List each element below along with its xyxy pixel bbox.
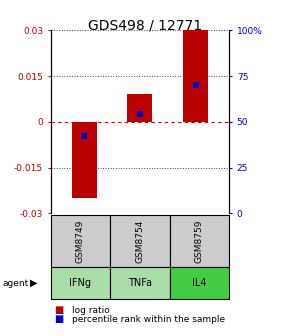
Bar <box>127 94 153 122</box>
Text: ■: ■ <box>54 314 63 324</box>
Bar <box>72 122 97 198</box>
Text: agent: agent <box>3 279 29 288</box>
Bar <box>183 30 208 122</box>
Text: percentile rank within the sample: percentile rank within the sample <box>72 315 226 324</box>
Text: IFNg: IFNg <box>70 278 91 288</box>
Text: GSM8754: GSM8754 <box>135 219 144 263</box>
Text: GDS498 / 12771: GDS498 / 12771 <box>88 18 202 33</box>
Text: ▶: ▶ <box>30 278 38 288</box>
Text: IL4: IL4 <box>192 278 206 288</box>
Text: GSM8759: GSM8759 <box>195 219 204 263</box>
Text: log ratio: log ratio <box>72 306 110 314</box>
Text: GSM8749: GSM8749 <box>76 219 85 263</box>
Text: ■: ■ <box>54 305 63 315</box>
Text: TNFa: TNFa <box>128 278 152 288</box>
